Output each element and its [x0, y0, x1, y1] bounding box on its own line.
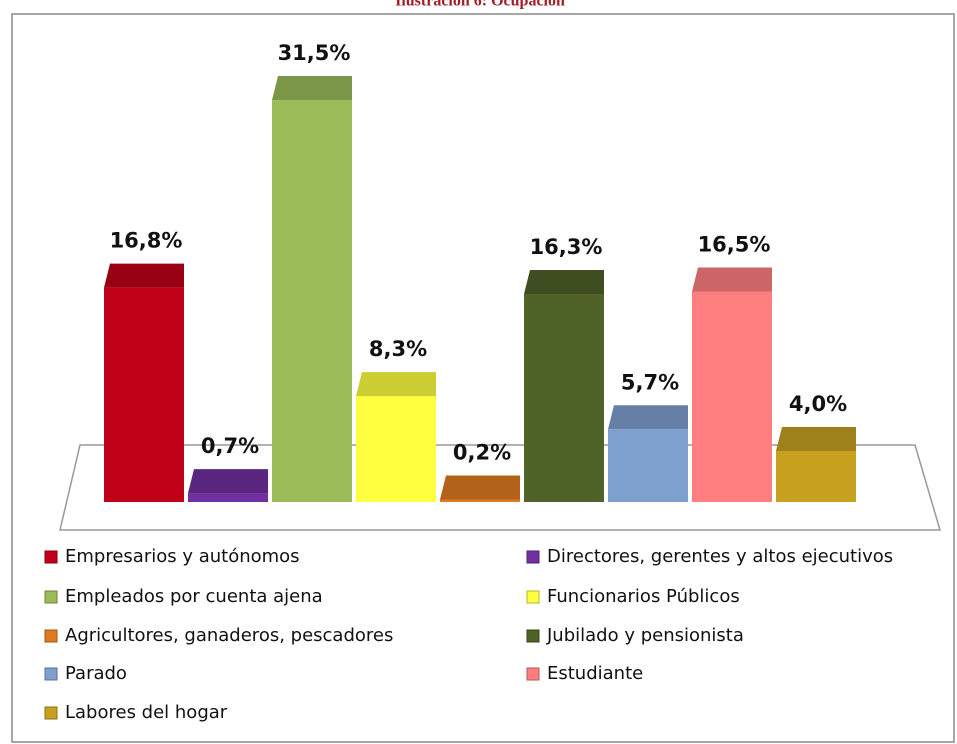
legend-swatch: [44, 590, 58, 604]
bar-face: [692, 291, 772, 502]
bar: [440, 475, 520, 502]
legend-swatch: [526, 667, 540, 681]
legend-swatch: [44, 667, 58, 681]
legend-label: Empresarios y autónomos: [65, 546, 300, 567]
legend-label: Directores, gerentes y altos ejecutivos: [547, 546, 893, 567]
bar-face: [188, 469, 268, 494]
bar: [188, 469, 268, 502]
bar-face: [104, 287, 184, 502]
bar-face: [440, 475, 520, 500]
bar-face: [188, 493, 268, 502]
bar-face: [692, 267, 772, 292]
legend-swatch: [44, 550, 58, 564]
legend-swatch: [44, 706, 58, 720]
legend-swatch: [526, 590, 540, 604]
legend-label: Parado: [65, 663, 127, 684]
bar: [104, 263, 184, 502]
bar-face: [524, 270, 604, 295]
bar: [272, 76, 352, 502]
bar: [608, 405, 688, 502]
bar: [776, 426, 856, 502]
value-label: 16,8%: [110, 229, 183, 253]
bar-face: [272, 76, 352, 101]
legend-swatch: [526, 629, 540, 643]
bar-face: [356, 396, 436, 502]
value-label: 16,3%: [530, 235, 603, 259]
bar-face: [440, 499, 520, 502]
value-label: 4,0%: [789, 392, 847, 416]
bar-face: [776, 426, 856, 451]
value-label: 5,7%: [621, 370, 679, 394]
bar-face: [104, 263, 184, 288]
legend-label: Empleados por cuenta ajena: [65, 586, 323, 607]
legend-label: Estudiante: [547, 663, 643, 684]
value-label: 0,7%: [201, 434, 259, 458]
bar: [692, 267, 772, 502]
chart-title: Ilustración 6: Ocupación: [395, 0, 565, 10]
value-label: 31,5%: [278, 41, 351, 65]
bar-face: [356, 372, 436, 397]
legend-label: Labores del hogar: [65, 702, 228, 723]
value-label: 8,3%: [369, 337, 427, 361]
legend-label: Funcionarios Públicos: [547, 586, 740, 607]
legend-label: Jubilado y pensionista: [546, 625, 744, 646]
bar: [524, 270, 604, 502]
value-label: 0,2%: [453, 440, 511, 464]
legend-swatch: [526, 550, 540, 564]
bar-face: [272, 100, 352, 502]
value-label: 16,5%: [698, 232, 771, 256]
legend-label: Agricultores, ganaderos, pescadores: [65, 625, 393, 646]
bar-face: [608, 429, 688, 502]
legend-swatch: [44, 629, 58, 643]
bar-face: [776, 450, 856, 502]
bar-face: [524, 294, 604, 502]
bar: [356, 372, 436, 502]
bar-face: [608, 405, 688, 430]
